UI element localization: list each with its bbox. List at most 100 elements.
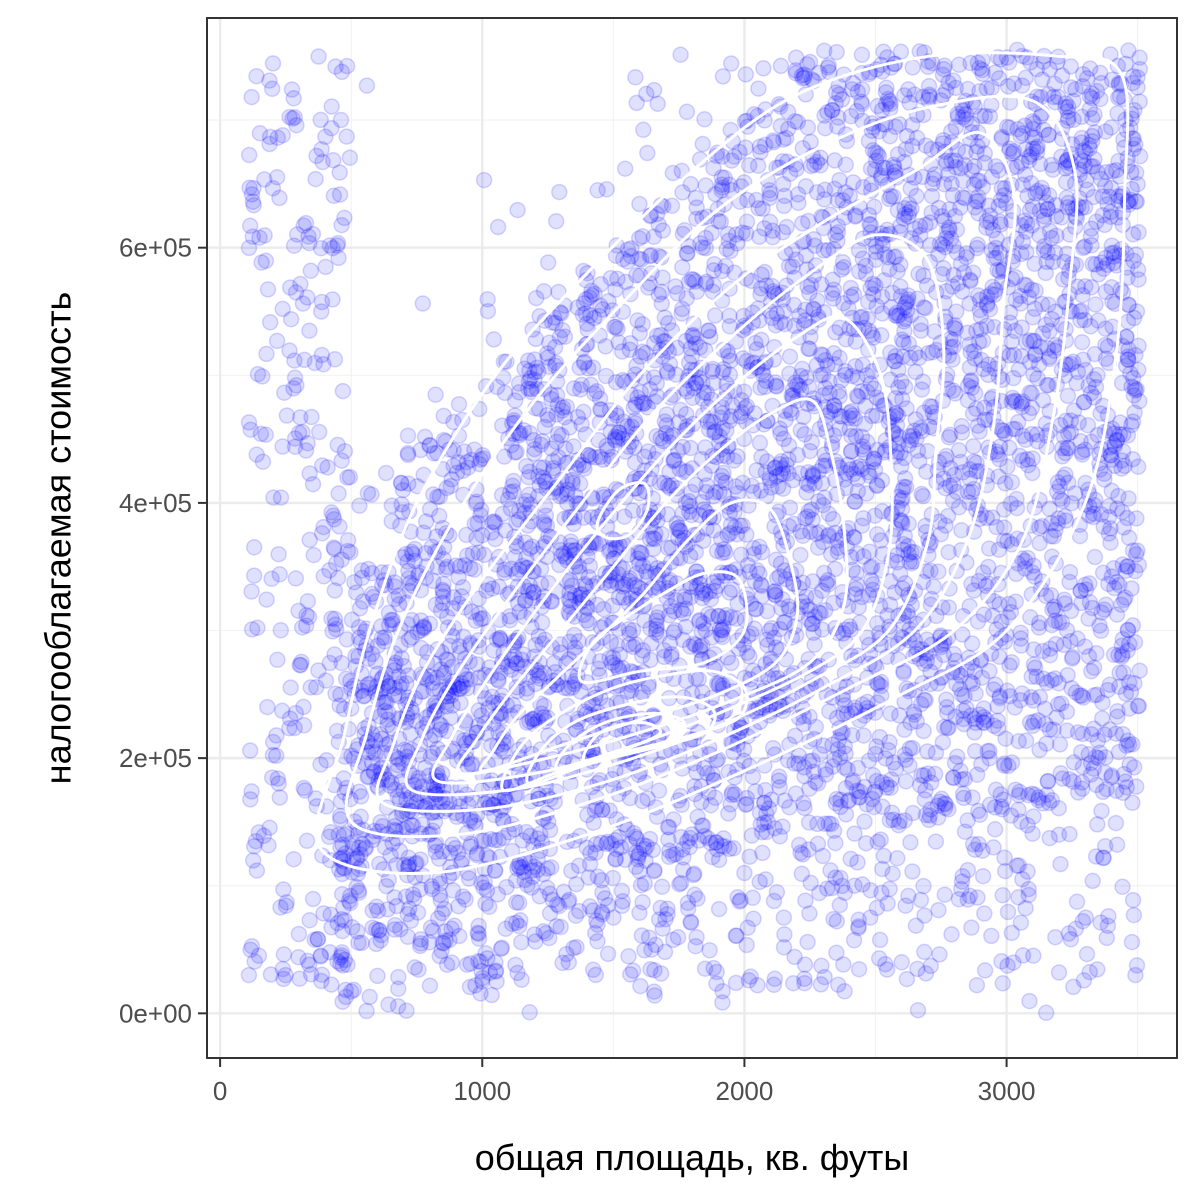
data-point	[427, 386, 444, 403]
data-point	[830, 539, 847, 557]
data-point	[855, 727, 872, 744]
data-point	[990, 541, 1008, 558]
data-point	[302, 262, 320, 280]
data-point	[574, 306, 592, 324]
data-point	[826, 356, 844, 373]
data-point	[551, 556, 568, 574]
data-point	[521, 1004, 538, 1021]
data-point	[308, 678, 325, 696]
data-point	[981, 108, 999, 125]
data-point	[765, 976, 783, 994]
data-point	[956, 189, 974, 207]
data-point	[797, 892, 814, 909]
data-point	[853, 46, 871, 64]
data-point	[315, 568, 332, 585]
data-point	[927, 833, 945, 850]
data-point	[441, 844, 459, 862]
data-point	[831, 388, 848, 405]
data-point	[705, 522, 722, 539]
data-point	[324, 239, 341, 257]
data-point	[694, 374, 711, 392]
data-point	[895, 664, 912, 682]
data-point	[899, 537, 917, 555]
data-point	[313, 303, 330, 320]
data-point	[1051, 736, 1069, 753]
data-point	[804, 465, 821, 483]
data-point	[866, 507, 884, 524]
data-point	[914, 168, 931, 186]
data-point	[1081, 140, 1098, 157]
data-point	[450, 680, 468, 698]
data-point	[421, 615, 439, 633]
data-point	[854, 876, 871, 893]
data-point	[602, 633, 620, 651]
data-point	[275, 946, 293, 963]
data-point	[589, 596, 606, 614]
data-point	[872, 677, 890, 695]
data-point	[598, 181, 615, 198]
data-point	[474, 969, 491, 987]
data-point	[747, 600, 764, 618]
data-point	[592, 275, 610, 293]
data-point	[964, 675, 981, 692]
data-point	[704, 283, 722, 300]
data-point	[917, 691, 934, 709]
data-point	[307, 170, 324, 188]
data-point	[1041, 500, 1058, 518]
data-point	[286, 438, 304, 455]
data-point	[880, 190, 898, 208]
data-point	[1103, 767, 1121, 784]
data-point	[699, 764, 716, 782]
data-point	[650, 286, 668, 303]
data-point	[914, 487, 932, 505]
data-point	[983, 927, 1000, 945]
data-point	[694, 135, 711, 153]
data-point	[287, 570, 305, 587]
data-point	[1028, 60, 1046, 78]
data-point	[1119, 427, 1137, 444]
data-point	[633, 927, 651, 944]
data-point	[909, 1001, 927, 1019]
data-point	[1069, 630, 1086, 648]
data-point	[531, 477, 548, 494]
data-point	[896, 812, 913, 829]
data-point	[801, 284, 818, 302]
data-point	[241, 742, 259, 759]
data-point	[388, 897, 406, 915]
data-point	[1038, 253, 1055, 271]
data-point	[768, 305, 786, 322]
data-point	[850, 242, 868, 259]
data-point	[333, 216, 350, 234]
data-point	[687, 543, 705, 561]
data-point	[277, 897, 295, 915]
data-point	[781, 499, 799, 516]
data-point	[1038, 786, 1056, 804]
data-point	[980, 558, 997, 576]
data-point	[953, 424, 971, 441]
data-point	[378, 877, 395, 895]
data-point	[950, 56, 968, 74]
data-point	[270, 775, 287, 792]
data-point	[781, 365, 798, 382]
data-point	[598, 835, 615, 853]
data-point	[380, 996, 397, 1013]
data-point	[513, 933, 530, 951]
data-point	[807, 718, 825, 736]
data-point	[489, 218, 507, 236]
data-point	[767, 587, 784, 604]
data-point	[827, 324, 844, 341]
data-point	[1026, 659, 1044, 677]
data-point	[705, 276, 722, 294]
data-point	[403, 543, 421, 561]
data-point	[421, 500, 439, 518]
data-point	[780, 465, 797, 482]
data-point	[787, 785, 805, 802]
data-point	[578, 612, 595, 629]
data-point	[1131, 662, 1148, 679]
data-point	[923, 204, 940, 221]
data-point	[761, 622, 779, 640]
data-point	[333, 654, 350, 672]
data-point	[669, 285, 686, 302]
data-point	[722, 796, 739, 813]
data-point	[332, 793, 350, 810]
